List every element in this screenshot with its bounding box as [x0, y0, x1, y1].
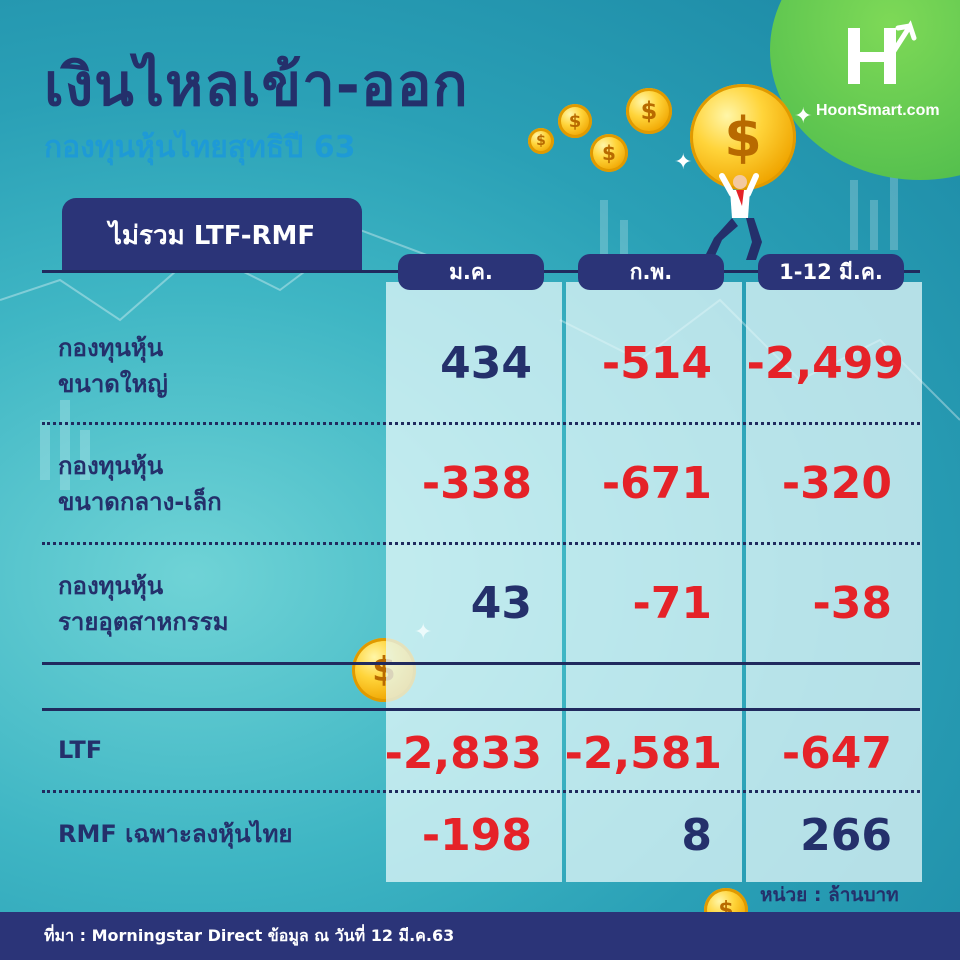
brand-name: HoonSmart.com	[816, 102, 940, 119]
table-cell-value: -647	[781, 728, 892, 779]
coin-icon: $	[558, 104, 592, 138]
table-cell-value: -38	[812, 578, 893, 629]
row-label: กองทุนหุ้น ขนาดกลาง-เล็ก	[58, 448, 222, 520]
footer-bar	[0, 912, 960, 960]
column-background-jan	[386, 282, 562, 882]
row-label: กองทุนหุ้น ขนาดใหญ่	[58, 330, 168, 402]
table-cell-value: -71	[632, 578, 713, 629]
section-rule	[42, 708, 920, 711]
table-cell-value: 43	[470, 578, 532, 629]
source-note: ที่มา : Morningstar Direct ข้อมูล ณ วันท…	[44, 926, 455, 945]
column-header-mar: 1-12 มี.ค.	[758, 254, 904, 290]
row-label: กองทุนหุ้น รายอุตสาหกรรม	[58, 568, 229, 640]
row-label-ltf: LTF	[58, 736, 103, 764]
column-header-jan: ม.ค.	[398, 254, 544, 290]
table-cell-value: -2,499	[746, 338, 904, 389]
column-header-feb: ก.พ.	[578, 254, 724, 290]
sparkle-icon: ✦	[674, 150, 693, 175]
row-label-line2: รายอุตสาหกรรม	[58, 608, 229, 636]
page-title: เงินไหลเข้า-ออก	[44, 51, 469, 119]
unit-label: หน่วย : ล้านบาท	[760, 884, 899, 906]
table-cell-value: -320	[781, 458, 892, 509]
row-divider	[42, 422, 920, 425]
row-label-rmf: RMF เฉพาะลงหุ้นไทย	[58, 820, 293, 848]
table-cell-value: 434	[440, 338, 532, 389]
row-label-line1: กองทุนหุ้น	[58, 452, 164, 480]
hoonsmart-logo-icon	[848, 20, 917, 84]
table-cell-value: 8	[681, 810, 712, 861]
businessman-pushing-coin-icon	[704, 173, 762, 260]
table-cell-value: -2,833	[384, 728, 542, 779]
table-cell-value: -338	[421, 458, 532, 509]
coin-icon: $	[528, 128, 554, 154]
page-subtitle: กองทุนหุ้นไทยสุทธิปี 63	[44, 130, 356, 165]
row-divider	[42, 790, 920, 793]
row-divider	[42, 542, 920, 545]
coin-icon: $	[590, 134, 628, 172]
tab-excluding-ltf-rmf: ไม่รวม LTF-RMF	[62, 198, 362, 272]
section-rule	[42, 662, 920, 665]
row-label-line1: กองทุนหุ้น	[58, 334, 164, 362]
table-cell-value: -671	[601, 458, 712, 509]
table-cell-value: 266	[800, 810, 892, 861]
column-background-feb	[566, 282, 742, 882]
table-cell-value: -198	[421, 810, 532, 861]
table-cell-value: -514	[601, 338, 712, 389]
row-label-line2: ขนาดใหญ่	[58, 370, 168, 398]
row-label-line1: กองทุนหุ้น	[58, 572, 164, 600]
coin-icon: $	[626, 88, 672, 134]
coin-icon: $	[690, 84, 796, 190]
column-background-mar	[746, 282, 922, 882]
row-label-line2: ขนาดกลาง-เล็ก	[58, 488, 222, 516]
sparkle-icon: ✦	[794, 104, 813, 129]
table-cell-value: -2,581	[564, 728, 722, 779]
